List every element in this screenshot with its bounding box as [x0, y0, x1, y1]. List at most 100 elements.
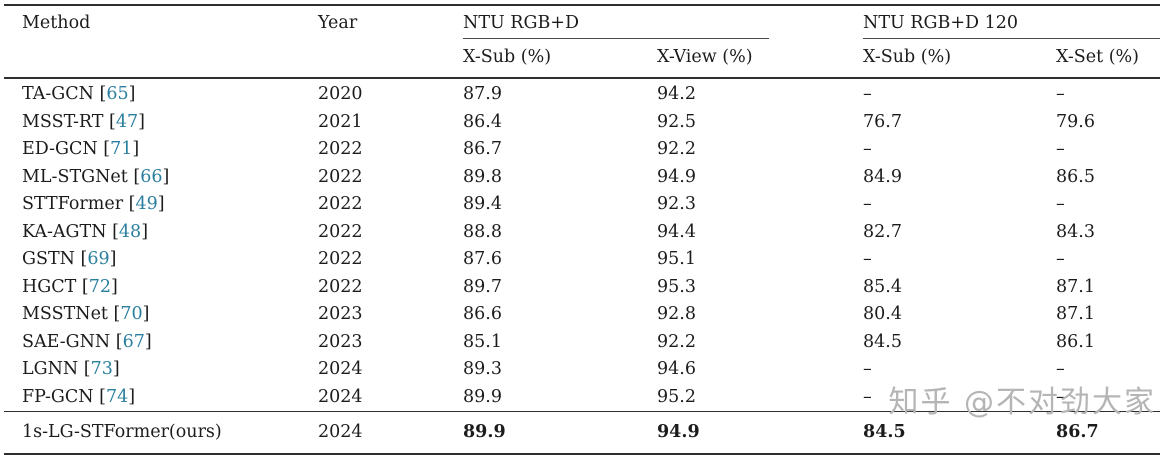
value-cell: – [863, 249, 872, 269]
table-row: MSST-RT [47] 2021 86.4 92.5 76.7 79.6 [4, 109, 1160, 137]
year-cell: 2024 [318, 386, 363, 407]
subheader-row: X-Sub (%) X-View (%) X-Sub (%) X-Set (%) [4, 39, 1161, 79]
table-row: STTFormer [49] 2022 89.4 92.3 – – [4, 191, 1160, 219]
value-cell: 92.8 [657, 304, 696, 324]
subcol-ntu60-xview: X-View (%) [657, 39, 864, 79]
year-cell: 2022 [318, 276, 363, 297]
year-cell: 2020 [318, 84, 363, 104]
method-cell: KA-AGTN [48] [22, 221, 149, 242]
value-cell: 89.8 [463, 166, 502, 187]
value-cell: 87.9 [463, 84, 502, 104]
year-cell: 2022 [318, 139, 363, 159]
table-row: ED-GCN [71] 2022 86.7 92.2 – – [4, 136, 1160, 164]
value-cell: – [863, 386, 872, 407]
value-cell: 86.4 [463, 111, 502, 132]
subcol-ntu60-xsub: X-Sub (%) [463, 39, 657, 79]
year-cell: 2022 [318, 221, 363, 242]
value-cell: – [1056, 359, 1065, 379]
value-cell: – [1056, 139, 1065, 159]
ours-method-cell: 1s-LG-STFormer(ours) [4, 411, 318, 455]
value-cell: 76.7 [863, 111, 902, 132]
value-cell: 95.3 [657, 276, 696, 297]
citation-link[interactable]: 48 [118, 221, 142, 242]
value-cell: 84.5 [863, 331, 902, 352]
method-cell: LGNN [73] [22, 359, 120, 379]
citation-link[interactable]: 72 [88, 276, 111, 297]
value-cell: 94.4 [657, 221, 696, 242]
method-cell: MSST-RT [47] [22, 111, 145, 132]
ours-row: 1s-LG-STFormer(ours) 2024 89.9 94.9 84.5… [4, 411, 1161, 455]
value-cell: 84.9 [863, 166, 902, 187]
year-cell: 2022 [318, 249, 363, 269]
value-cell: – [863, 139, 872, 159]
citation-link[interactable]: 65 [106, 84, 129, 104]
citation-link[interactable]: 70 [120, 304, 143, 324]
citation-link[interactable]: 67 [122, 331, 145, 352]
table-row: FP-GCN [74] 2024 89.9 95.2 – – [4, 384, 1160, 412]
value-cell: 86.1 [1056, 331, 1095, 352]
value-cell: 80.4 [863, 304, 902, 324]
citation-link[interactable]: 69 [87, 249, 110, 269]
subcol-ntu120-xsub: X-Sub (%) [863, 39, 1057, 79]
method-cell: HGCT [72] [22, 276, 118, 297]
col-header-year: Year [318, 4, 463, 79]
citation-link[interactable]: 73 [90, 359, 113, 379]
value-cell: – [863, 194, 872, 214]
citation-link[interactable]: 47 [115, 111, 139, 132]
table-row: MSSTNet [70] 2023 86.6 92.8 80.4 87.1 [4, 301, 1160, 329]
year-cell: 2024 [318, 359, 363, 379]
subcol-ntu120-xset: X-Set (%) [1056, 39, 1161, 79]
group-header-row: Method Year NTU RGB+D NTU RGB+D 120 [4, 4, 1161, 79]
value-cell: 92.5 [657, 111, 696, 132]
method-cell: STTFormer [49] [22, 194, 165, 214]
value-cell: 84.3 [1056, 221, 1095, 242]
method-cell: FP-GCN [74] [22, 386, 136, 407]
table-row: SAE-GNN [67] 2023 85.1 92.2 84.5 86.1 [4, 329, 1160, 357]
value-cell: 87.6 [463, 249, 502, 269]
value-cell: 85.4 [863, 276, 902, 297]
ours-value-cell: 86.7 [1056, 411, 1161, 455]
group-label: NTU RGB+D [463, 13, 580, 33]
table-row: LGNN [73] 2024 89.3 94.6 – – [4, 356, 1160, 384]
value-cell: 79.6 [1056, 111, 1095, 132]
year-cell: 2022 [318, 166, 363, 187]
value-cell: – [863, 359, 872, 379]
ours-value-cell: 94.9 [657, 411, 864, 455]
value-cell: – [1056, 249, 1065, 269]
col-header-method: Method [4, 4, 318, 79]
ours-year-cell: 2024 [318, 411, 463, 455]
table-row: HGCT [72] 2022 89.7 95.3 85.4 87.1 [4, 274, 1160, 302]
method-cell: TA-GCN [65] [22, 84, 136, 104]
value-cell: 94.6 [657, 359, 696, 379]
value-cell: 95.1 [657, 249, 696, 269]
ours-value-cell: 89.9 [463, 411, 657, 455]
value-cell: 86.5 [1056, 166, 1095, 187]
value-cell: 95.2 [657, 386, 696, 407]
value-cell: 92.3 [657, 194, 696, 214]
table-row: TA-GCN [65] 2020 87.9 94.2 – – [4, 78, 1160, 109]
ours-value-cell: 84.5 [863, 411, 1057, 455]
citation-link[interactable]: 49 [135, 194, 158, 214]
citation-link[interactable]: 66 [140, 166, 163, 187]
value-cell: 82.7 [863, 221, 902, 242]
year-cell: 2021 [318, 111, 363, 132]
citation-link[interactable]: 74 [105, 386, 129, 407]
value-cell: 85.1 [463, 331, 502, 352]
value-cell: 89.7 [463, 276, 502, 297]
value-cell: 94.2 [657, 84, 696, 104]
method-cell: ED-GCN [71] [22, 139, 140, 159]
table-body: TA-GCN [65] 2020 87.9 94.2 – – MSST-RT [47] 202… [4, 78, 1160, 412]
group-underline [863, 38, 1161, 39]
method-cell: ML-STGNet [66] [22, 166, 170, 187]
table-row: KA-AGTN [48] 2022 88.8 94.4 82.7 84.3 [4, 219, 1160, 247]
citation-link[interactable]: 71 [110, 139, 133, 159]
year-cell: 2022 [318, 194, 363, 214]
year-cell: 2023 [318, 331, 363, 352]
value-cell: – [1056, 386, 1065, 407]
table-row: ML-STGNet [66] 2022 89.8 94.9 84.9 86.5 [4, 164, 1160, 192]
method-cell: SAE-GNN [67] [22, 331, 152, 352]
group-header-ntu-rgbd-120: NTU RGB+D 120 [863, 4, 1161, 39]
value-cell: – [1056, 84, 1065, 104]
method-cell: GSTN [69] [22, 249, 117, 269]
